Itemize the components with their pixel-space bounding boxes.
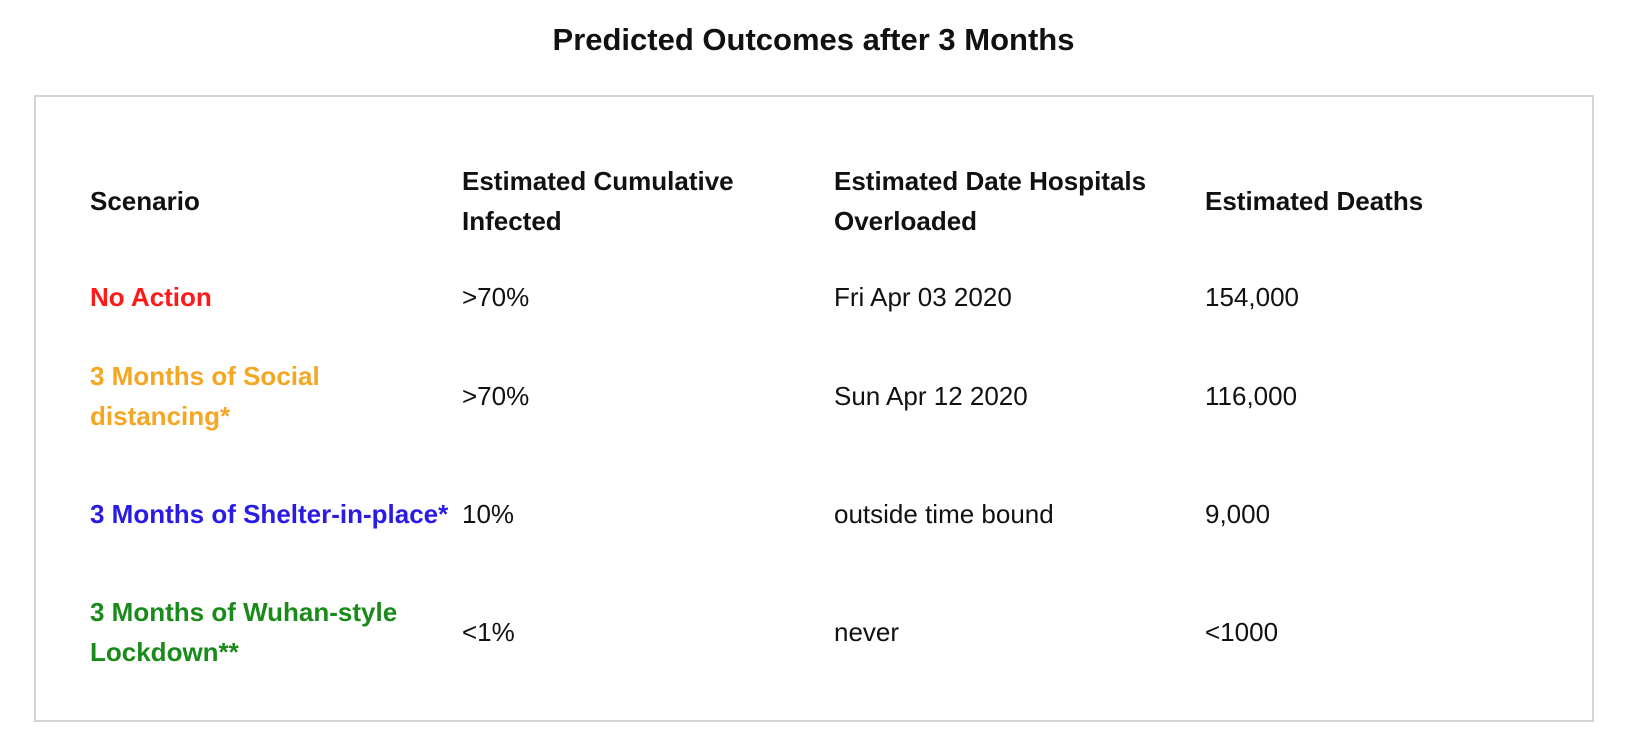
scenario-shelter-in-place: 3 Months of Shelter-in-place* xyxy=(90,499,449,529)
page-title: Predicted Outcomes after 3 Months xyxy=(552,22,1075,57)
table-header-row: Scenario Estimated Cumulative Infected E… xyxy=(90,153,1510,249)
header-deaths: Estimated Deaths xyxy=(1205,186,1424,216)
overloaded-cell: never xyxy=(834,617,900,647)
deaths-cell: 9,000 xyxy=(1205,499,1271,529)
overloaded-cell: Sun Apr 12 2020 xyxy=(834,381,1028,411)
scenario-social-distancing: 3 Months of Social distancing* xyxy=(90,361,320,431)
infected-cell: <1% xyxy=(462,617,515,647)
header-hospitals-overloaded: Estimated Date Hospitals Overloaded xyxy=(834,166,1147,236)
overloaded-cell: Fri Apr 03 2020 xyxy=(834,282,1012,312)
scenario-no-action: No Action xyxy=(90,282,212,312)
table-row: 3 Months of Wuhan-style Lockdown** <1% n… xyxy=(90,581,1510,683)
table-row: 3 Months of Shelter-in-place* 10% outsid… xyxy=(90,447,1510,581)
infected-cell: 10% xyxy=(462,499,515,529)
deaths-cell: 154,000 xyxy=(1205,282,1299,312)
infected-cell: >70% xyxy=(462,282,530,312)
overloaded-cell: outside time bound xyxy=(834,499,1054,529)
deaths-cell: 116,000 xyxy=(1205,381,1298,411)
table-row: 3 Months of Social distancing* >70% Sun … xyxy=(90,345,1510,447)
header-scenario: Scenario xyxy=(90,186,200,216)
header-cumulative-infected: Estimated Cumulative Infected xyxy=(462,166,734,236)
infected-cell: >70% xyxy=(462,381,530,411)
outcomes-table: Scenario Estimated Cumulative Infected E… xyxy=(90,153,1510,683)
deaths-cell: <1000 xyxy=(1205,617,1279,647)
outcomes-panel: Scenario Estimated Cumulative Infected E… xyxy=(34,95,1594,722)
table-row: No Action >70% Fri Apr 03 2020 154,000 xyxy=(90,249,1510,345)
scenario-wuhan-lockdown: 3 Months of Wuhan-style Lockdown** xyxy=(90,597,398,667)
